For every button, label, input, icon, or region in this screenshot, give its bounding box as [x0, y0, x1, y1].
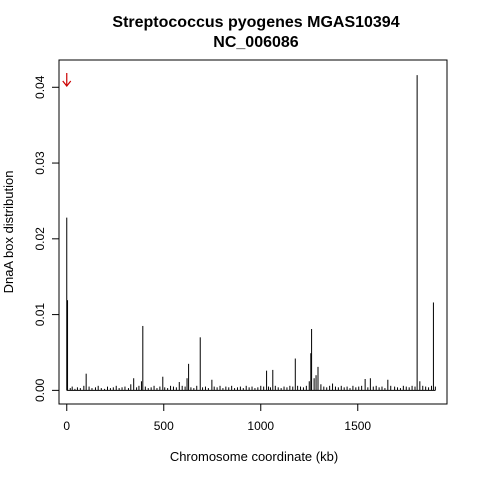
plot-frame [58, 59, 448, 405]
chart-title-line-2: NC_006086 [213, 34, 299, 51]
x-tick-label: 1000 [247, 419, 274, 433]
y-tick-label: 0.03 [33, 151, 47, 175]
origin-arrow-annotation [62, 73, 72, 87]
y-tick-label: 0.00 [33, 378, 47, 402]
x-tick-label: 1500 [344, 419, 371, 433]
y-tick-label: 0.02 [33, 227, 47, 251]
y-axis-label: DnaA box distribution [1, 171, 16, 294]
arrow-head [62, 80, 72, 87]
x-tick-label: 500 [154, 419, 174, 433]
y-axis: 0.00 0.01 0.02 0.03 0.04 [33, 75, 60, 402]
y-tick-label: 0.01 [33, 303, 47, 327]
y-tick-label: 0.04 [33, 75, 47, 99]
x-tick-label: 0 [63, 419, 70, 433]
x-axis-label: Chromosome coordinate (kb) [170, 449, 338, 464]
chart-title-line-1: Streptococcus pyogenes MGAS10394 [112, 14, 399, 31]
x-axis: 0 500 1000 1500 [63, 403, 371, 433]
bars-group [66, 75, 436, 391]
